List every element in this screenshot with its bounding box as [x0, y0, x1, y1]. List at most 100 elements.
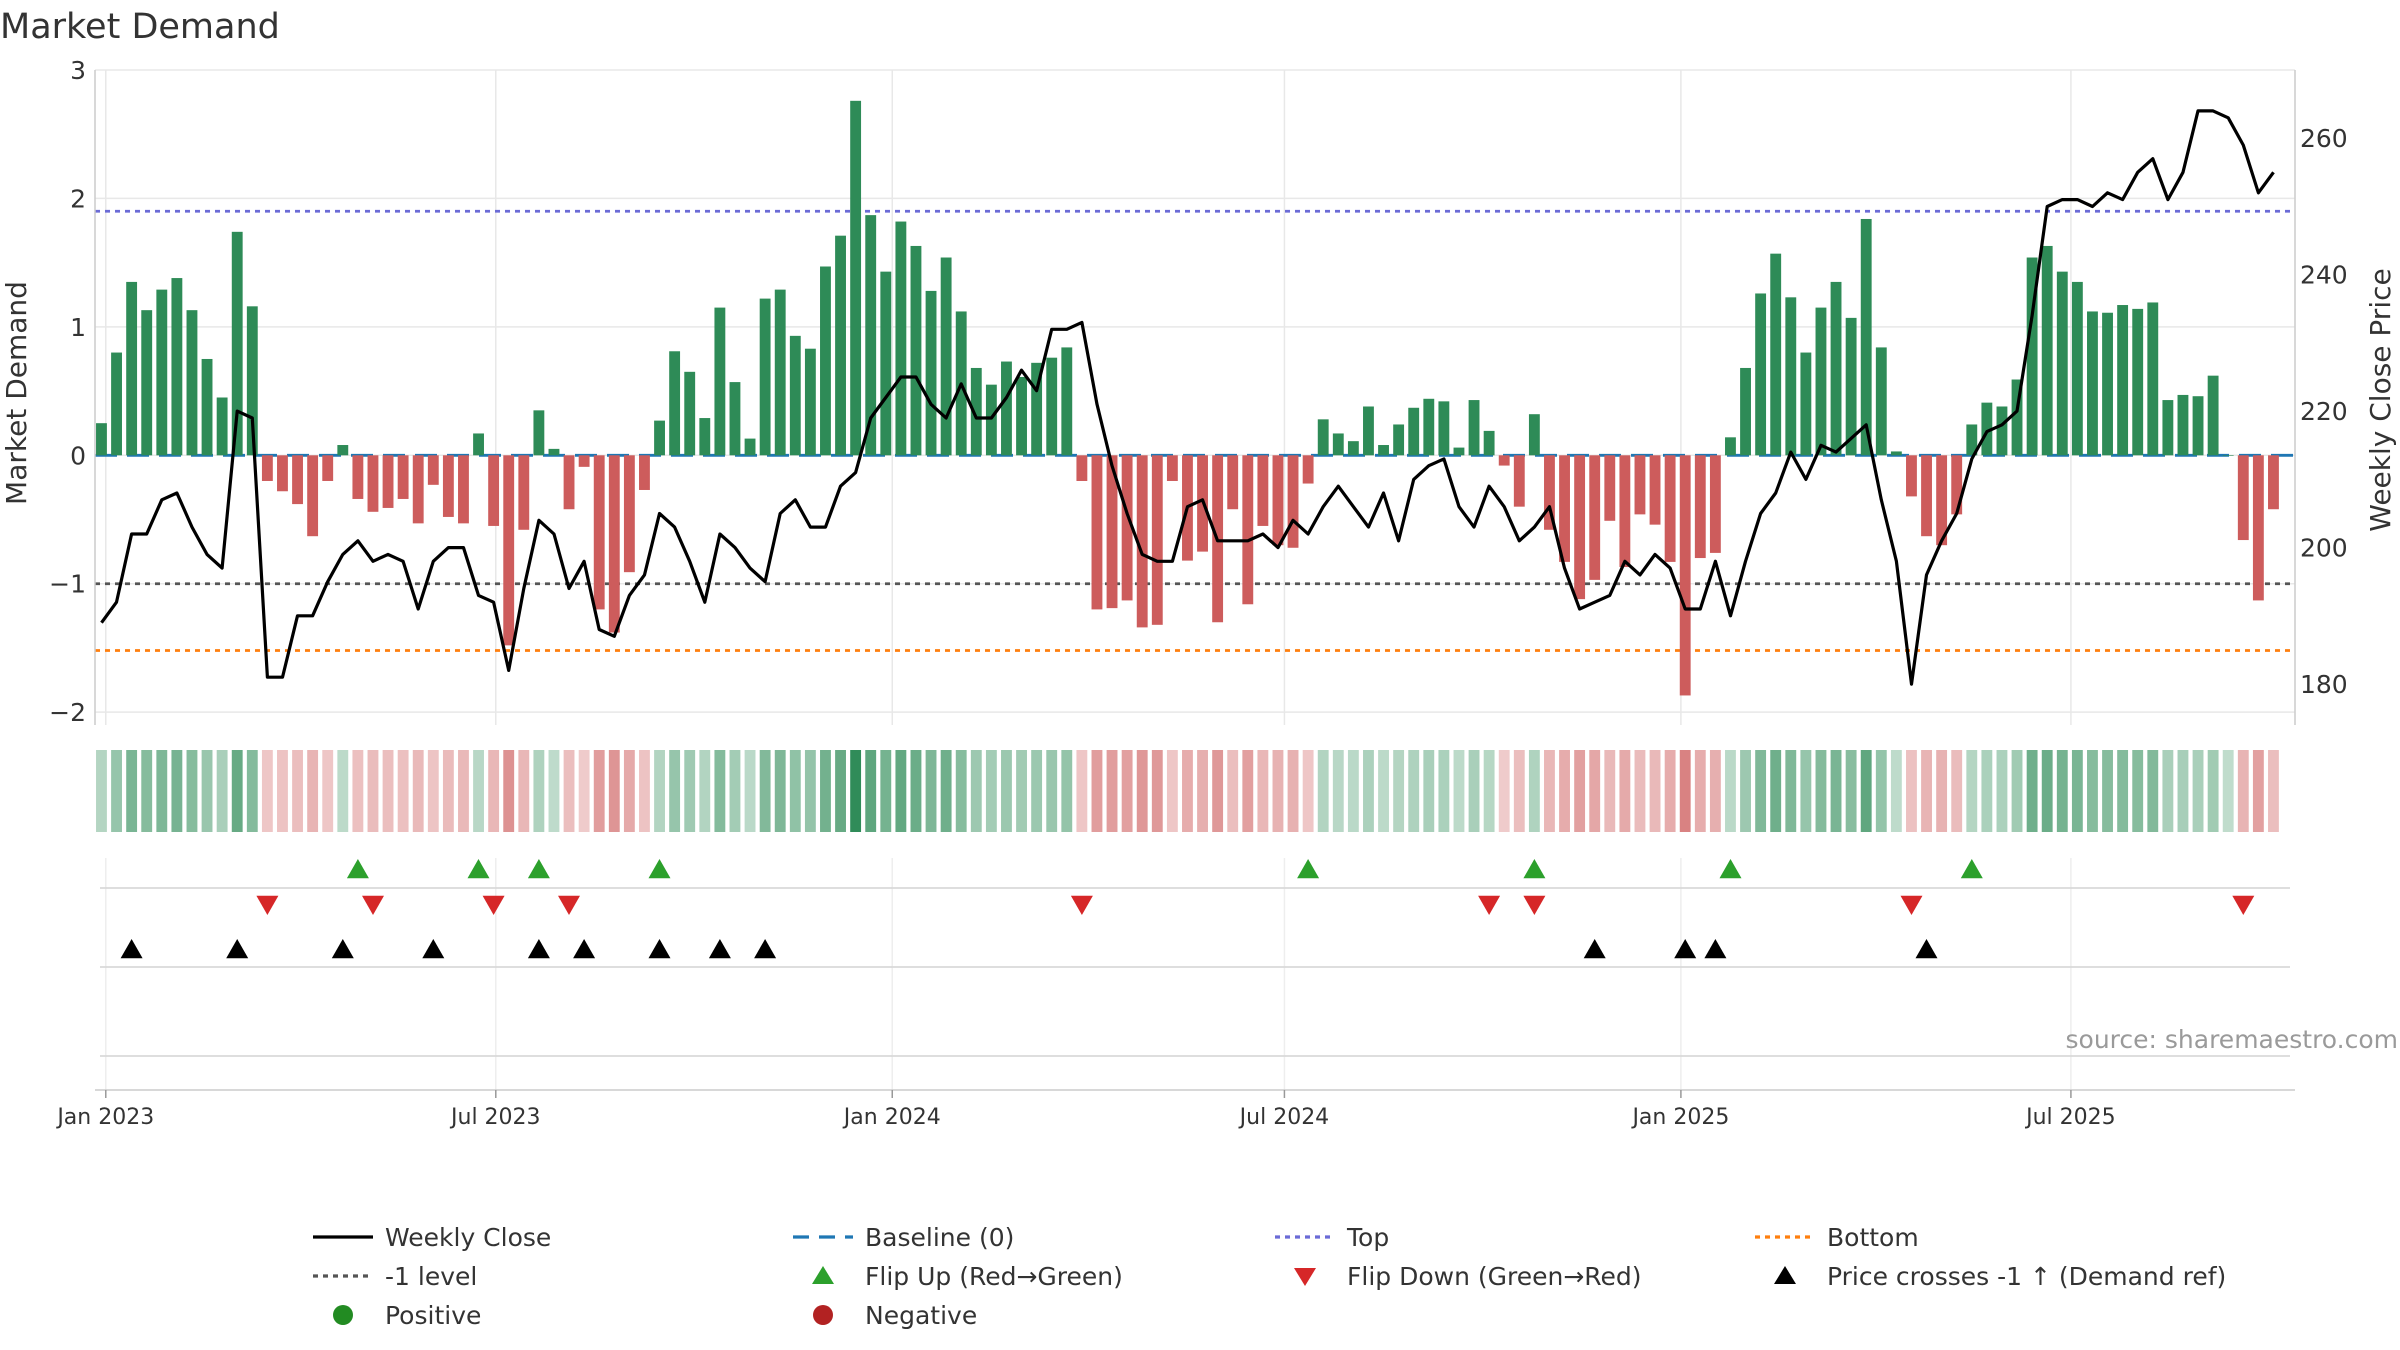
demand-bar	[352, 455, 364, 499]
flip-up-marker	[1960, 859, 1983, 879]
heat-strip-cell	[1815, 750, 1827, 832]
heat-strip-cell	[2132, 750, 2144, 832]
demand-bar	[397, 455, 409, 499]
demand-bar	[2162, 400, 2174, 456]
demand-bar	[1468, 400, 1480, 456]
demand-bar	[2237, 455, 2249, 541]
heat-strip-cell	[1182, 750, 1193, 832]
heat-strip-cell	[2207, 750, 2219, 832]
y-left-tick-label: 2	[70, 184, 86, 213]
demand-bar	[261, 455, 273, 481]
heat-strip-cell	[1755, 750, 1767, 832]
flip-up-marker	[1719, 859, 1742, 879]
heat-strip-cell	[1890, 750, 1902, 832]
heat-strip-cell	[1302, 750, 1314, 832]
heat-strip-cell	[970, 750, 982, 832]
x-tick-label: Jan 2025	[1630, 1105, 1729, 1130]
heat-strip-cell	[1031, 750, 1043, 832]
demand-bar	[1347, 441, 1359, 456]
y-left-tick-label: 3	[70, 56, 86, 85]
demand-bar	[865, 215, 877, 456]
heat-strip-cell	[623, 750, 635, 832]
demand-bar	[1589, 455, 1601, 580]
heat-strip-cell	[744, 750, 756, 832]
heat-strip-cell	[1061, 750, 1073, 832]
demand-bar	[111, 352, 122, 456]
flip-down-marker	[1900, 895, 1923, 915]
flip-up-marker	[648, 859, 671, 879]
demand-bar	[850, 100, 862, 456]
demand-bar	[1966, 424, 1978, 456]
demand-bar	[804, 348, 816, 456]
x-axis: Jan 2023 Jul 2023 Jan 2024 Jul 2024 Jan 2025…	[55, 1089, 2295, 1130]
heat-strip-cell	[201, 750, 213, 832]
x-tick-label: Jul 2023	[449, 1105, 541, 1130]
heat-strip-cell	[804, 750, 816, 832]
heat-strip-cell	[1785, 750, 1797, 832]
heat-strip-cell	[1378, 750, 1389, 832]
demand-bar	[1423, 398, 1435, 456]
heat-strip-cell	[895, 750, 907, 832]
demand-bar	[1725, 437, 1736, 456]
heat-strip-cell	[1936, 750, 1948, 832]
heat-strip-cell	[442, 750, 454, 832]
demand-bar	[623, 455, 635, 573]
demand-bar	[1800, 352, 1812, 456]
y-right-tick-label: 240	[2300, 261, 2348, 290]
heat-strip-cell	[1981, 750, 1993, 832]
heat-strip-cell	[2222, 750, 2234, 832]
heat-strip-cell	[1845, 750, 1857, 832]
heat-strip-cell	[533, 750, 545, 832]
price-cross-marker	[1704, 939, 1727, 959]
heat-strip-cell	[397, 750, 409, 832]
heat-strip-cell	[2117, 750, 2129, 832]
demand-bar	[2056, 271, 2068, 456]
heat-strip-cell	[563, 750, 575, 832]
demand-bar	[1528, 414, 1540, 456]
flip-down-marker	[1070, 895, 1093, 915]
heat-strip-cell	[654, 750, 665, 832]
heat-strip-cell	[96, 750, 107, 832]
demand-bar	[1016, 376, 1027, 456]
x-tick-label: Jan 2023	[55, 1105, 154, 1130]
heat-strip-cell	[1287, 750, 1299, 832]
demand-bar	[1121, 455, 1133, 601]
y-axis-left-label: Market Demand	[0, 281, 33, 505]
heat-strip-cell	[1875, 750, 1887, 832]
demand-bar	[442, 455, 454, 517]
heat-strip-cell	[548, 750, 560, 832]
heat-strip-cell	[2162, 750, 2174, 832]
demand-bar	[1875, 347, 1887, 456]
demand-bar	[2087, 311, 2098, 456]
demand-bar	[337, 445, 349, 456]
x-tick-label: Jan 2024	[842, 1105, 941, 1130]
demand-bar	[910, 245, 922, 456]
heat-strip-cell	[126, 750, 138, 832]
x-tick-label: Jul 2025	[2024, 1105, 2116, 1130]
demand-bar	[1906, 455, 1917, 497]
legend-label: Positive	[385, 1301, 481, 1330]
weekly-close-line	[100, 109, 2275, 686]
heat-strip-cell	[337, 750, 349, 832]
demand-bar	[1091, 455, 1103, 610]
heat-strip-cell	[1679, 750, 1691, 832]
heat-strip-cell	[1664, 750, 1676, 832]
heat-strip-cell	[684, 750, 696, 832]
demand-bar	[985, 384, 997, 456]
heat-strip-cell	[1257, 750, 1269, 832]
price-cross-marker	[1583, 939, 1606, 959]
demand-bar	[2041, 245, 2053, 456]
demand-bar	[2132, 308, 2144, 456]
heat-strip-cell	[1951, 750, 1963, 832]
price-cross-marker	[120, 939, 143, 959]
demand-bar	[2117, 305, 2129, 456]
demand-bar	[1393, 424, 1405, 456]
legend-label: Price crosses -1 ↑ (Demand ref)	[1827, 1262, 2226, 1291]
price-cross-marker	[527, 939, 550, 959]
demand-bar	[1544, 455, 1555, 530]
price-cross-marker	[1674, 939, 1697, 959]
demand-bar	[1317, 419, 1329, 456]
heat-strip-cell	[1121, 750, 1133, 832]
legend-label: Weekly Close	[385, 1223, 551, 1252]
heat-strip-cell	[1453, 750, 1465, 832]
